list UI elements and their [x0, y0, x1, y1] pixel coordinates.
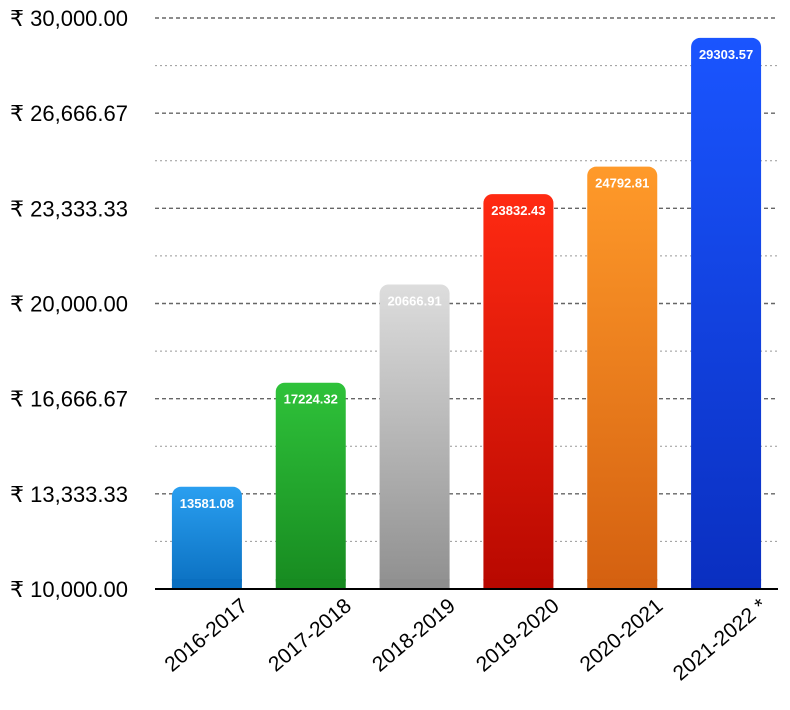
bar-base [483, 579, 554, 589]
y-tick-label: ₹ 20,000.00 [10, 292, 128, 317]
y-tick-label: ₹ 10,000.00 [10, 577, 128, 602]
bar-base [379, 579, 450, 589]
y-axis-tick-labels: ₹ 10,000.00 ₹ 13,333.33 ₹ 16,666.67 ₹ 20,00… [10, 6, 128, 602]
y-tick-label: ₹ 16,666.67 [10, 387, 128, 412]
data-label: 20666.91 [387, 293, 441, 308]
y-tick-label: ₹ 23,333.33 [10, 196, 128, 221]
x-tick-label: 2021-2022 * [669, 594, 771, 685]
y-tick-label: ₹ 30,000.00 [10, 6, 128, 31]
data-label: 29303.57 [699, 47, 753, 62]
bar-base [275, 579, 346, 589]
bar-2021-2022 [691, 37, 762, 590]
data-label: 23832.43 [491, 203, 545, 218]
bar-base [587, 579, 658, 589]
x-tick-label: 2017-2018 [264, 594, 356, 676]
y-tick-label: ₹ 26,666.67 [10, 101, 128, 126]
bar-2018-2019 [379, 284, 450, 589]
data-label: 13581.08 [180, 496, 234, 511]
bars [171, 37, 762, 590]
data-labels: 13581.08 17224.32 20666.91 23832.43 24792.81… [180, 47, 753, 511]
x-tick-label: 2019-2020 [472, 594, 564, 676]
bar-base [171, 579, 242, 589]
bar-base [691, 579, 762, 589]
data-label: 24792.81 [595, 176, 649, 191]
grid-lines [155, 17, 778, 542]
x-tick-label: 2018-2019 [368, 594, 460, 676]
y-tick-label: ₹ 13,333.33 [10, 482, 128, 507]
x-axis-tick-labels: 2016-2017 2017-2018 2018-2019 2019-2020 2020… [160, 594, 771, 685]
data-label: 17224.32 [284, 392, 338, 407]
x-tick-label: 2020-2021 [576, 594, 668, 676]
bar-2019-2020 [483, 194, 554, 590]
bar-2017-2018 [275, 382, 346, 589]
x-tick-label: 2016-2017 [160, 594, 252, 676]
bar-2020-2021 [587, 166, 658, 589]
bar-2016-2017 [171, 486, 242, 589]
